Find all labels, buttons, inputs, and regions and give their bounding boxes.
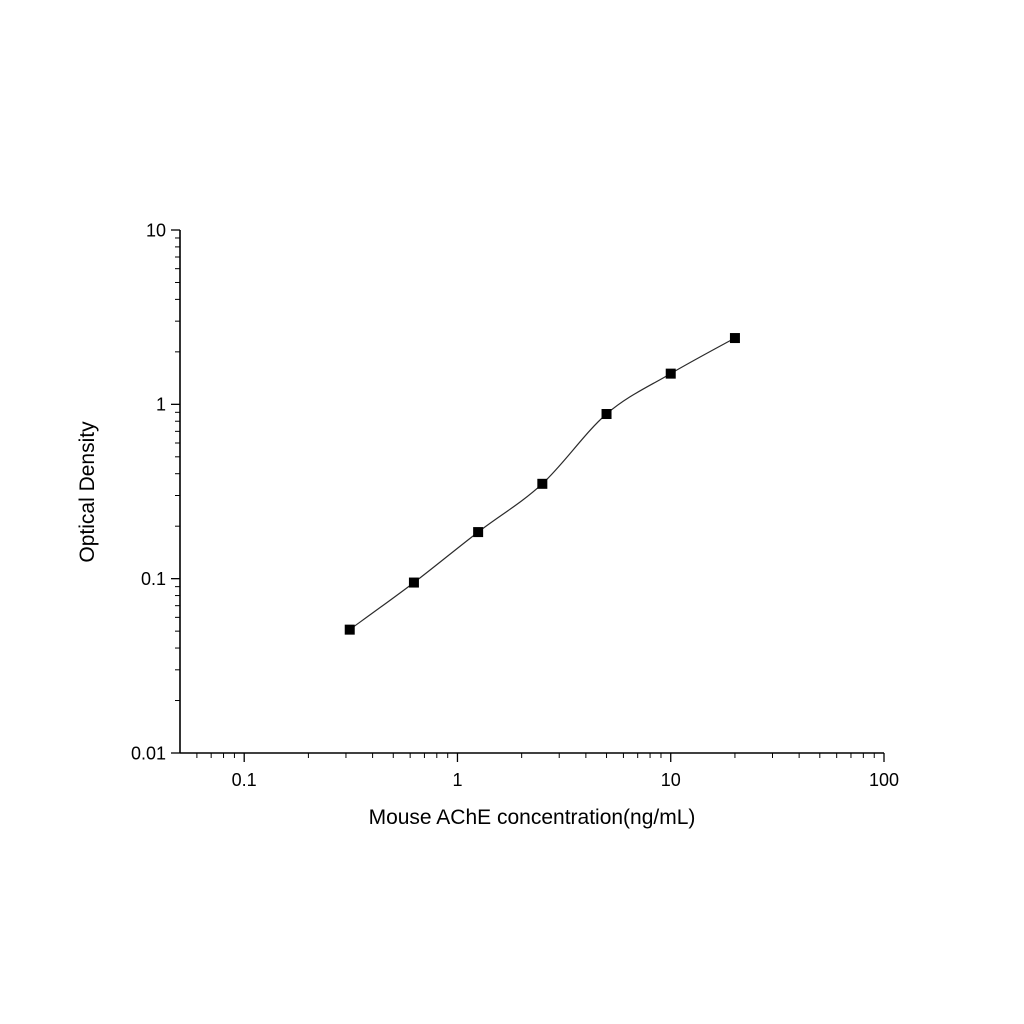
x-tick-label: 0.1 (232, 770, 257, 790)
x-axis-title: Mouse AChE concentration(ng/mL) (368, 806, 696, 829)
data-point-marker (665, 368, 676, 379)
x-tick-label: 100 (869, 770, 899, 790)
y-tick-label: 0.01 (131, 743, 166, 763)
y-tick-label: 10 (146, 220, 166, 240)
y-axis-title: Optical Density (76, 421, 99, 563)
data-point-marker (729, 333, 740, 344)
data-point-marker (344, 624, 355, 635)
x-tick-label: 1 (452, 770, 462, 790)
data-point-marker (601, 409, 612, 420)
y-tick-label: 1 (156, 395, 166, 415)
data-point-marker (473, 527, 484, 538)
data-point-marker (537, 478, 548, 489)
y-tick-label: 0.1 (141, 569, 166, 589)
data-point-marker (408, 577, 419, 588)
x-tick-label: 10 (661, 770, 681, 790)
